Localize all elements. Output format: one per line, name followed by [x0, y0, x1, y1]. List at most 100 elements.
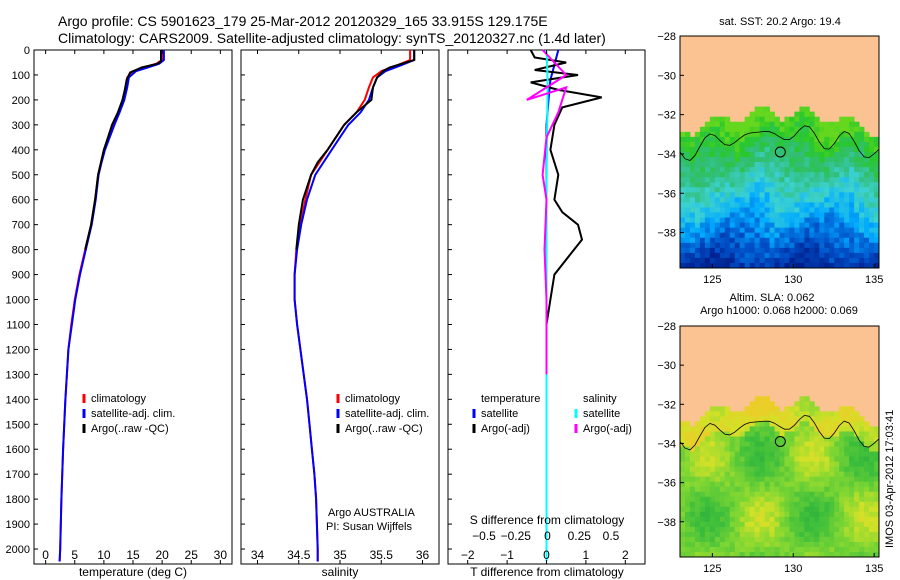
map-cell	[699, 172, 706, 178]
map-cell	[789, 187, 795, 193]
map-cell	[769, 526, 775, 533]
map-cell	[739, 466, 746, 473]
map-cell	[719, 551, 726, 558]
map-cell	[839, 456, 845, 462]
map-cell	[749, 121, 756, 128]
map-cell	[819, 172, 825, 178]
map-cell	[714, 217, 721, 224]
map-cell	[804, 551, 810, 558]
map-cell	[804, 131, 810, 138]
map-cell	[714, 416, 721, 422]
map-cell	[794, 416, 800, 422]
map-cell	[744, 431, 751, 437]
map-cell	[814, 411, 820, 417]
map-cell	[849, 446, 855, 452]
map-cell	[749, 426, 756, 432]
map-cell	[804, 136, 810, 143]
map-cell	[849, 536, 855, 543]
map-cell	[719, 162, 726, 168]
map-cell	[804, 232, 810, 239]
map-cell	[699, 471, 706, 478]
map-cell	[764, 262, 770, 269]
map-cell	[784, 227, 790, 234]
map-cell	[779, 141, 785, 148]
map-cell	[704, 187, 711, 193]
map-cell	[804, 481, 810, 488]
map-cell	[864, 501, 870, 508]
map-cell	[859, 146, 865, 153]
map-cell	[724, 222, 731, 229]
map-cell	[874, 531, 880, 538]
map-cell	[684, 531, 691, 538]
map-cell	[680, 217, 686, 224]
map-cell	[779, 431, 785, 437]
legend-title-salinity: salinity	[583, 393, 617, 405]
map-cell	[754, 466, 761, 473]
map-cell	[684, 526, 691, 533]
map-cell	[680, 141, 686, 148]
map-cell	[824, 486, 830, 493]
map-cell	[744, 476, 751, 483]
map-cell	[754, 421, 761, 427]
map-cell	[859, 526, 865, 533]
map-cell	[744, 486, 751, 493]
map-cell	[809, 486, 815, 493]
map-cell	[709, 116, 716, 123]
lat-tick-label: −36	[657, 478, 676, 490]
map-cell	[689, 481, 696, 488]
map-cell	[694, 172, 701, 178]
map-cell	[759, 187, 765, 193]
map-cell	[814, 541, 820, 548]
map-cell	[759, 232, 765, 239]
map-cell	[719, 197, 726, 203]
map-cell	[869, 227, 875, 234]
map-cell	[749, 146, 756, 153]
map-cell	[704, 212, 711, 218]
map-cell	[809, 476, 815, 483]
imos-credit: IMOS 03-Apr-2012 17:03:41	[884, 410, 896, 548]
map-cell	[719, 496, 726, 503]
map-cell	[834, 511, 840, 518]
map-cell	[704, 157, 711, 163]
map-cell	[834, 121, 840, 128]
map-cell	[804, 526, 810, 533]
map-cell	[844, 222, 850, 229]
map-cell	[774, 551, 780, 558]
map-cell	[774, 126, 780, 133]
map-cell	[874, 461, 880, 468]
map-cell	[704, 242, 711, 249]
map-cell	[829, 202, 835, 208]
map-cell	[709, 136, 716, 143]
map-cell	[814, 531, 820, 538]
map-cell	[729, 247, 736, 254]
map-cell	[794, 421, 800, 427]
map-cell	[754, 116, 761, 123]
map-cell	[719, 182, 726, 188]
map-cell	[854, 222, 860, 229]
map-cell	[694, 511, 701, 518]
map-cell	[724, 192, 731, 198]
map-cell	[844, 466, 850, 473]
map-cell	[764, 116, 770, 123]
map-cell	[864, 212, 870, 218]
map-cell	[809, 481, 815, 488]
lon-tick-label: 135	[865, 563, 883, 575]
map-cell	[799, 456, 805, 462]
map-cell	[699, 426, 706, 432]
map-cell	[854, 126, 860, 133]
map-cell	[724, 187, 731, 193]
map-cell	[809, 461, 815, 468]
map-cell	[734, 207, 741, 213]
map-cell	[714, 146, 721, 153]
map-cell	[859, 501, 865, 508]
map-cell	[859, 476, 865, 483]
map-cell	[684, 426, 691, 432]
map-cell	[749, 152, 756, 158]
map-cell	[729, 446, 736, 452]
map-cell	[769, 162, 775, 168]
map-cell	[784, 192, 790, 198]
map-cell	[814, 516, 820, 523]
map-cell	[844, 242, 850, 249]
map-cell	[759, 152, 765, 158]
map-cell	[694, 476, 701, 483]
